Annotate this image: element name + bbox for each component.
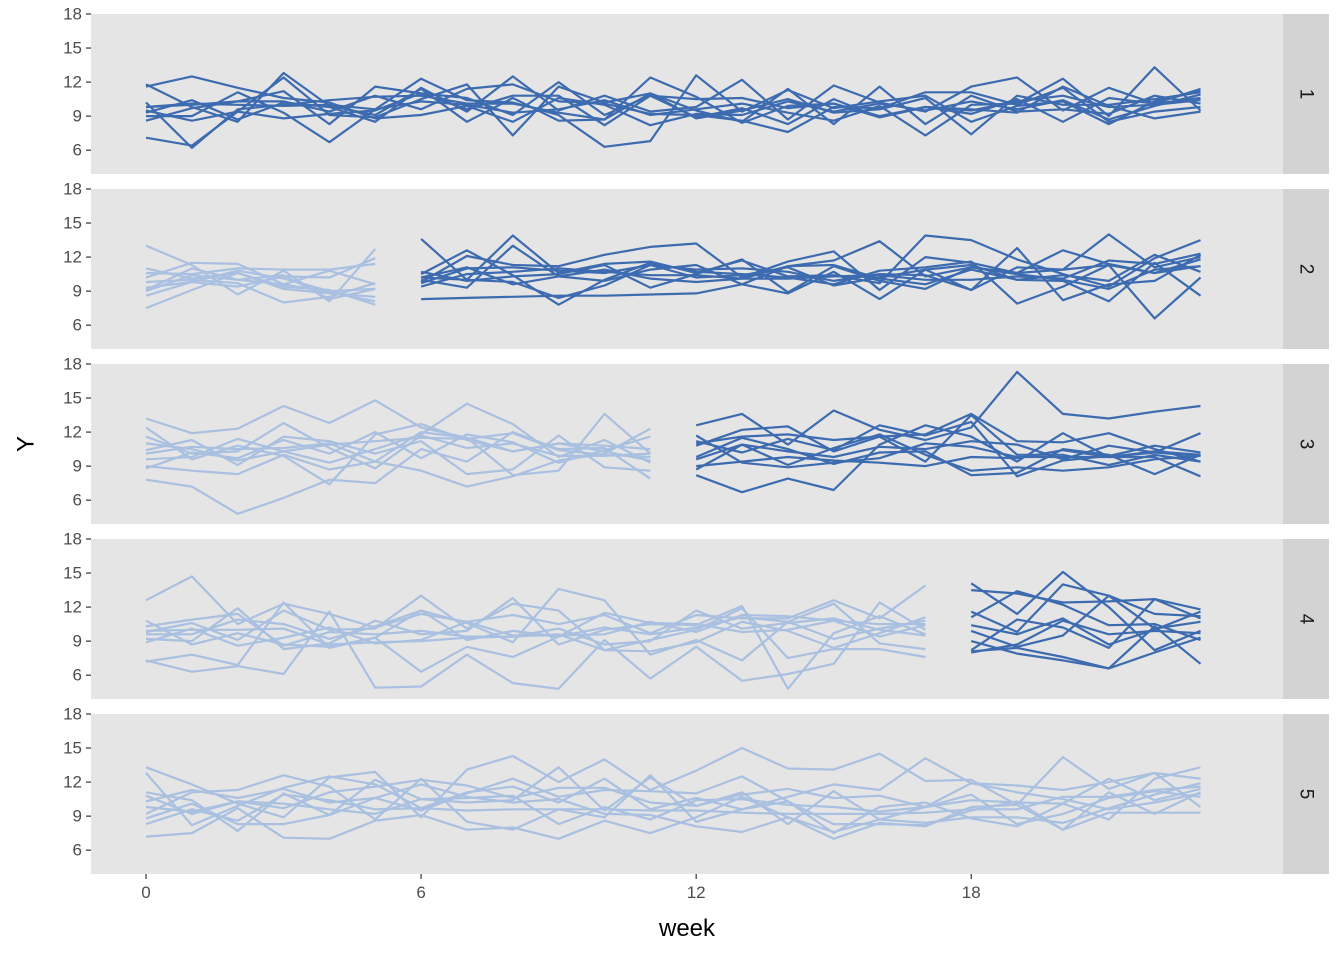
x-tick-label: 12	[687, 883, 706, 902]
series-line-1-0-7	[146, 74, 1201, 148]
facet-strip	[1283, 714, 1329, 874]
series-line-3-1-8	[695, 420, 1201, 478]
y-tick-label: 18	[63, 705, 82, 724]
y-tick-label: 12	[63, 773, 82, 792]
series-line-4-1-9	[971, 619, 1201, 654]
facet-strip	[1283, 364, 1329, 524]
series-line-1-0-1	[145, 76, 1201, 147]
series-line-4-0-1	[145, 601, 926, 690]
facet-panel-2: 2 6 9 12 15 18	[63, 180, 1329, 349]
y-tick-label: 15	[63, 214, 82, 233]
series-line-4-0-0	[145, 575, 927, 635]
series-line-4-1-5	[970, 636, 1201, 670]
y-tick-label: 6	[73, 491, 82, 510]
y-tick-label: 9	[73, 282, 82, 301]
series-line-3-0-8	[145, 431, 651, 470]
series-line-3-0-2	[145, 402, 651, 464]
series-line-4-1-3	[971, 589, 1201, 611]
series-line-4-0-8	[145, 616, 926, 653]
y-tick-label: 18	[63, 355, 82, 374]
y-tick-label: 15	[63, 564, 82, 583]
series-line-4-0-9	[145, 594, 926, 660]
facet-strip-label: 4	[1296, 614, 1317, 625]
facet-panel-3: 3 6 9 12 15 18	[63, 355, 1329, 524]
y-axis-title: Y	[13, 436, 40, 452]
series-line-3-1-9	[696, 414, 1201, 467]
x-axis: 0 6 12 18	[141, 874, 981, 902]
series-line-2-1-5	[420, 240, 1201, 290]
series-line-2-0-9	[145, 267, 376, 301]
y-tick-label: 18	[63, 530, 82, 549]
series-line-5-0-1	[145, 795, 1201, 840]
y-tick-label: 15	[63, 739, 82, 758]
series-line-2-0-5	[145, 274, 376, 303]
y-tick-label: 12	[63, 73, 82, 92]
facet-panel-4: 4 6 9 12 15 18	[63, 530, 1329, 699]
facet-strip	[1283, 189, 1329, 349]
series-line-5-0-9	[145, 782, 1201, 834]
y-tick-label: 6	[73, 841, 82, 860]
x-tick-label: 0	[141, 883, 150, 902]
y-tick-label: 6	[73, 141, 82, 160]
series-line-4-1-1	[971, 625, 1202, 670]
y-tick-label: 18	[63, 5, 82, 24]
series-line-3-1-7	[695, 433, 1201, 472]
y-tick-label: 12	[63, 248, 82, 267]
y-tick-label: 9	[73, 632, 82, 651]
series-line-3-0-7	[145, 432, 651, 461]
series-line-1-0-8	[145, 80, 1201, 126]
series-line-4-0-5	[146, 609, 926, 642]
series-line-2-0-8	[145, 262, 376, 276]
series-line-4-1-8	[970, 590, 1201, 642]
series-line-2-0-7	[145, 269, 376, 293]
series-line-4-0-3	[145, 587, 926, 662]
y-tick-label: 15	[63, 39, 82, 58]
x-tick-label: 6	[416, 883, 425, 902]
facet-panel-5: 5 6 9 12 15 18	[63, 705, 1329, 874]
series-line-3-0-6	[145, 421, 651, 470]
y-tick-label: 12	[63, 423, 82, 442]
y-tick-label: 18	[63, 180, 82, 199]
y-tick-label: 9	[73, 807, 82, 826]
series-line-3-1-0	[695, 370, 1201, 446]
series-line-4-0-4	[145, 601, 926, 673]
series-line-5-0-6	[145, 775, 1201, 831]
series-line-5-0-7	[145, 771, 1201, 816]
y-tick-label: 6	[73, 666, 82, 685]
y-tick-label: 12	[63, 598, 82, 617]
facet-strip	[1283, 539, 1329, 699]
y-tick-label: 6	[73, 316, 82, 335]
series-line-1-0-9	[145, 83, 1201, 134]
series-line-2-1-9	[420, 244, 1201, 289]
series-line-3-0-3	[145, 427, 651, 488]
x-axis-title: week	[658, 915, 716, 942]
y-tick-label: 15	[63, 389, 82, 408]
series-line-5-0-8	[145, 777, 1201, 826]
series-line-4-1-2	[970, 583, 1201, 634]
facet-strip-label: 5	[1296, 789, 1317, 800]
y-tick-label: 9	[73, 107, 82, 126]
y-tick-label: 9	[73, 457, 82, 476]
series-line-2-1-6	[420, 233, 1201, 294]
facet-panels: 1691215182691215183691215184691215185691…	[63, 5, 1329, 874]
series-line-4-1-4	[970, 597, 1201, 652]
series-line-4-0-6	[145, 609, 926, 647]
facet-strip-label: 1	[1296, 89, 1317, 100]
series-line-3-0-9	[145, 431, 651, 463]
series-line-2-1-3	[420, 242, 1201, 292]
facet-strip-label: 3	[1296, 439, 1317, 450]
facet-strip-label: 2	[1296, 264, 1317, 275]
x-tick-label: 18	[962, 883, 981, 902]
facet-strip	[1283, 14, 1329, 174]
series-line-3-1-2	[695, 412, 1201, 463]
series-line-2-1-2	[420, 249, 1202, 320]
facet-panel-1: 1 6 9 12 15 18	[63, 5, 1329, 174]
